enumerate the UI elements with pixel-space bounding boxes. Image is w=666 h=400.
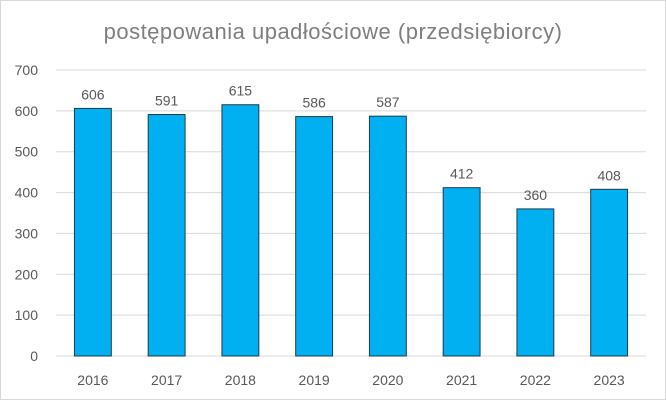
x-tick-label: 2023 [594, 372, 625, 388]
data-label: 591 [155, 93, 179, 109]
y-tick-label: 500 [15, 144, 39, 160]
y-axis-labels: 0 100 200 300 400 500 600 700 [15, 62, 39, 364]
y-tick-label: 700 [15, 62, 39, 78]
data-label: 606 [81, 86, 105, 102]
x-tick-label: 2019 [299, 372, 330, 388]
data-label: 615 [229, 83, 253, 99]
data-labels: 606 591 615 586 587 412 360 408 [81, 83, 621, 203]
x-axis-labels: 2016 2017 2018 2019 2020 2021 2022 2023 [77, 372, 625, 388]
x-tick-label: 2016 [77, 372, 108, 388]
bars [73, 104, 629, 357]
y-tick-label: 400 [15, 185, 39, 201]
gridlines [56, 69, 646, 357]
bar [516, 208, 555, 357]
x-tick-label: 2022 [520, 372, 551, 388]
bar [295, 116, 334, 357]
x-tick-label: 2021 [446, 372, 477, 388]
bar [590, 188, 629, 357]
x-tick-label: 2020 [372, 372, 403, 388]
y-tick-label: 0 [30, 348, 38, 364]
y-tick-label: 200 [15, 266, 39, 282]
data-label: 360 [524, 187, 548, 203]
data-label: 412 [450, 166, 474, 182]
y-tick-label: 300 [15, 225, 39, 241]
bar [147, 114, 186, 357]
bar [73, 107, 112, 357]
data-label: 586 [302, 95, 326, 111]
x-tick-label: 2017 [151, 372, 182, 388]
y-tick-label: 100 [15, 307, 39, 323]
bar [221, 104, 260, 357]
bar [442, 187, 481, 357]
data-label: 587 [376, 94, 400, 110]
y-tick-label: 600 [15, 103, 39, 119]
bar [368, 115, 407, 357]
x-tick-label: 2018 [225, 372, 256, 388]
chart-title: postępowania upadłościowe (przedsiębiorc… [103, 19, 563, 44]
data-label: 408 [597, 167, 621, 183]
